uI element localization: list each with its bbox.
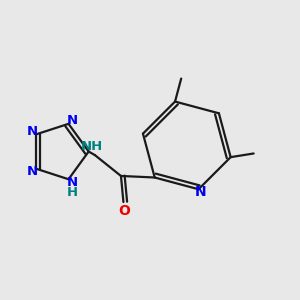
Text: N: N xyxy=(27,125,38,138)
Text: O: O xyxy=(118,204,130,218)
Text: N: N xyxy=(27,165,38,178)
Text: N: N xyxy=(67,176,78,189)
Text: NH: NH xyxy=(81,140,103,153)
Text: N: N xyxy=(67,114,78,127)
Text: N: N xyxy=(194,185,206,199)
Text: H: H xyxy=(67,186,78,199)
